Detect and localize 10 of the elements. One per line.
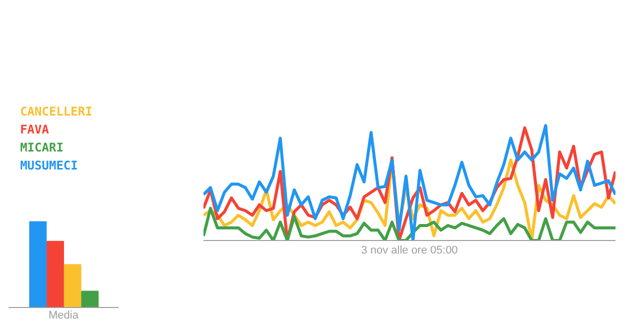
bar	[46, 240, 64, 308]
bar	[64, 264, 82, 308]
bar	[29, 221, 47, 308]
text: MUSUMECI	[20, 158, 78, 172]
x-axis-title: Media	[48, 310, 80, 322]
text: FAVA	[20, 122, 50, 136]
bar	[81, 290, 99, 308]
text: CANCELLERI	[20, 104, 92, 118]
text: 3 nov alle ore 05:00	[361, 244, 458, 256]
text: MICARI	[20, 140, 64, 154]
